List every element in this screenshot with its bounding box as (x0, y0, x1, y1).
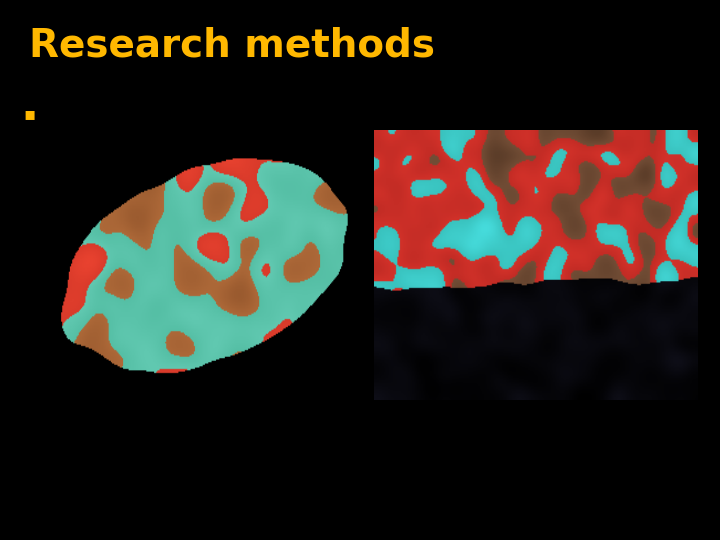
Text: Infrared color LANDSAT 5 satellite: Infrared color LANDSAT 5 satellite (77, 438, 312, 452)
Text: Research methods: Research methods (29, 26, 435, 64)
Text: image magnified on the area of water: image magnified on the area of water (405, 489, 668, 503)
Text: image as a result of command RGB Composite: image as a result of command RGB Composi… (32, 489, 356, 503)
Text: Infrared color LANDSAT 5 satellite: Infrared color LANDSAT 5 satellite (419, 438, 654, 452)
Text: We  used infrared color combination: We used infrared color combination (45, 104, 423, 124)
Text: ▪: ▪ (24, 105, 36, 123)
